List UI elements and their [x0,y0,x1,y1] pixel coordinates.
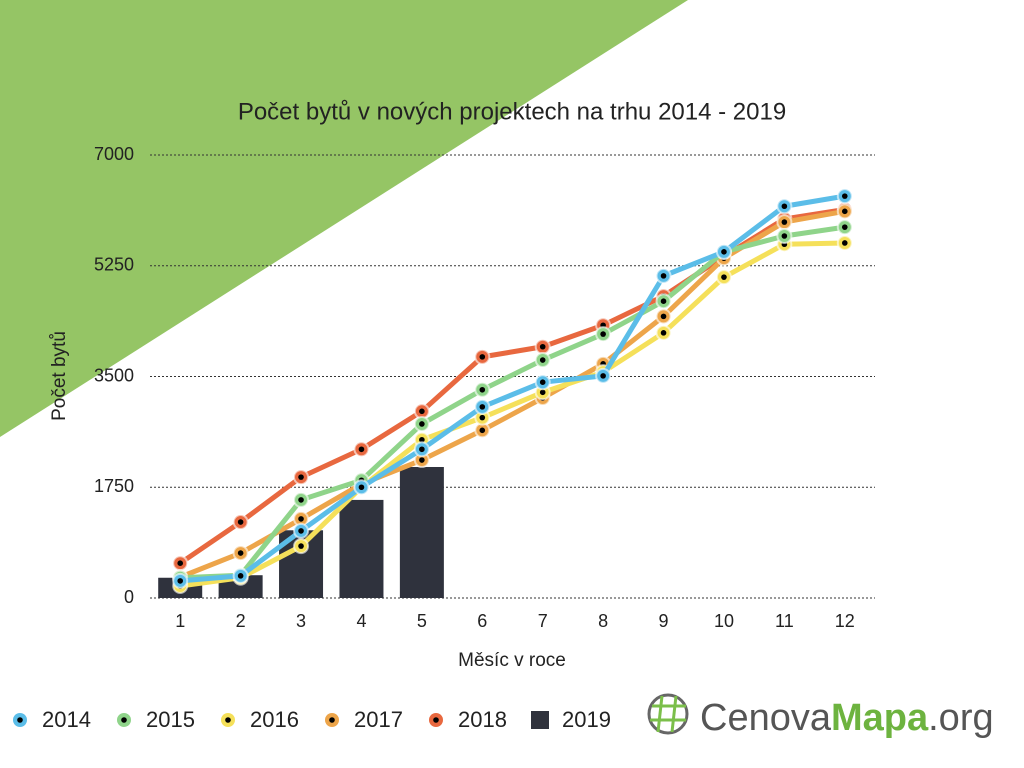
x-tick-label: 5 [417,611,427,631]
legend-item: 2015 [117,707,195,732]
legend-label: 2018 [458,707,507,732]
point-dot [539,389,546,396]
legend-dot [433,717,439,723]
series-line [179,193,846,584]
point-dot [298,497,304,503]
point-dot [660,273,667,279]
x-tick-label: 4 [356,611,366,631]
x-tick-label: 2 [236,611,246,631]
y-tick-label: 3500 [94,365,134,385]
point-dot [237,519,244,525]
point-dot [841,240,848,246]
logo-part: .org [928,697,993,739]
point-dot [177,578,184,584]
legend-item: 2018 [429,707,507,732]
x-tick-label: 11 [775,611,794,631]
point-dot [600,373,606,379]
point-dot [419,408,425,415]
legend-dot [17,717,23,723]
point-dot [781,219,788,225]
point-dot [781,233,788,239]
point-dot [237,550,244,556]
point-dot [721,274,727,280]
legend-swatch [531,711,549,729]
y-tick-label: 5250 [94,255,134,275]
point-dot [479,414,486,421]
legend-dot [225,717,231,723]
point-dot [841,193,848,199]
point-dot [841,208,848,215]
legend-label: 2016 [250,707,299,732]
point-dot [479,427,486,434]
legend-item: 2019 [531,707,611,732]
point-dot [479,354,486,360]
series-line [179,240,845,589]
logo-globe [647,693,689,735]
point-dot [237,573,244,579]
x-tick-label: 9 [659,611,669,631]
point-dot [298,474,304,480]
point-dot [298,543,304,549]
legend-item: 2014 [13,707,91,732]
point-dot [177,560,184,566]
logo: CenovaMapa.org [647,693,994,739]
legend-label: 2015 [146,707,195,732]
y-axis-label: Počet bytů [49,331,70,421]
point-dot [358,484,365,491]
x-tick-label: 7 [538,611,548,631]
x-axis-label: Měsíc v roce [458,650,566,671]
point-dot [539,343,546,350]
x-tick-label: 6 [477,611,487,631]
series-line [180,224,846,581]
point-dot [660,298,667,304]
point-dot [841,224,848,230]
background-triangle [0,0,688,437]
point-dot [479,404,486,410]
y-tick-label: 0 [124,587,134,607]
logo-text: CenovaMapa.org [700,697,994,739]
legend-dot [329,717,335,723]
x-tick-label: 10 [714,611,734,631]
point-dot [419,421,425,427]
point-dot [660,330,667,336]
y-tick-label: 1750 [94,476,134,496]
legend-item: 2016 [221,707,299,732]
legend-item: 2017 [325,707,403,732]
series-line [179,208,846,580]
point-dot [419,457,425,463]
point-dot [419,436,425,443]
legend-label: 2019 [562,707,611,732]
legend-label: 2017 [354,707,403,732]
chart-title: Počet bytů v nových projektech na trhu 2… [238,98,786,125]
point-dot [479,386,486,393]
point-dot [781,203,788,210]
point-dot [600,331,606,337]
legend-label: 2014 [42,707,91,732]
logo-part: Cenova [700,697,832,739]
x-tick-label: 8 [598,611,608,631]
series-line [178,206,846,566]
bar [399,466,444,598]
bar [339,499,384,598]
legend-dot [121,717,127,723]
point-dot [298,516,304,522]
x-tick-label: 3 [296,611,306,631]
logo-grid [650,695,686,733]
point-dot [539,357,546,363]
point-dot [660,313,667,320]
point-dot [358,446,365,453]
x-tick-label: 12 [835,611,855,631]
point-dot [298,528,304,534]
logo-part: Mapa [831,697,929,739]
y-tick-label: 7000 [94,144,134,164]
point-dot [419,446,425,453]
point-dot [539,379,546,385]
point-dot [721,249,727,255]
x-tick-label: 1 [175,611,185,631]
